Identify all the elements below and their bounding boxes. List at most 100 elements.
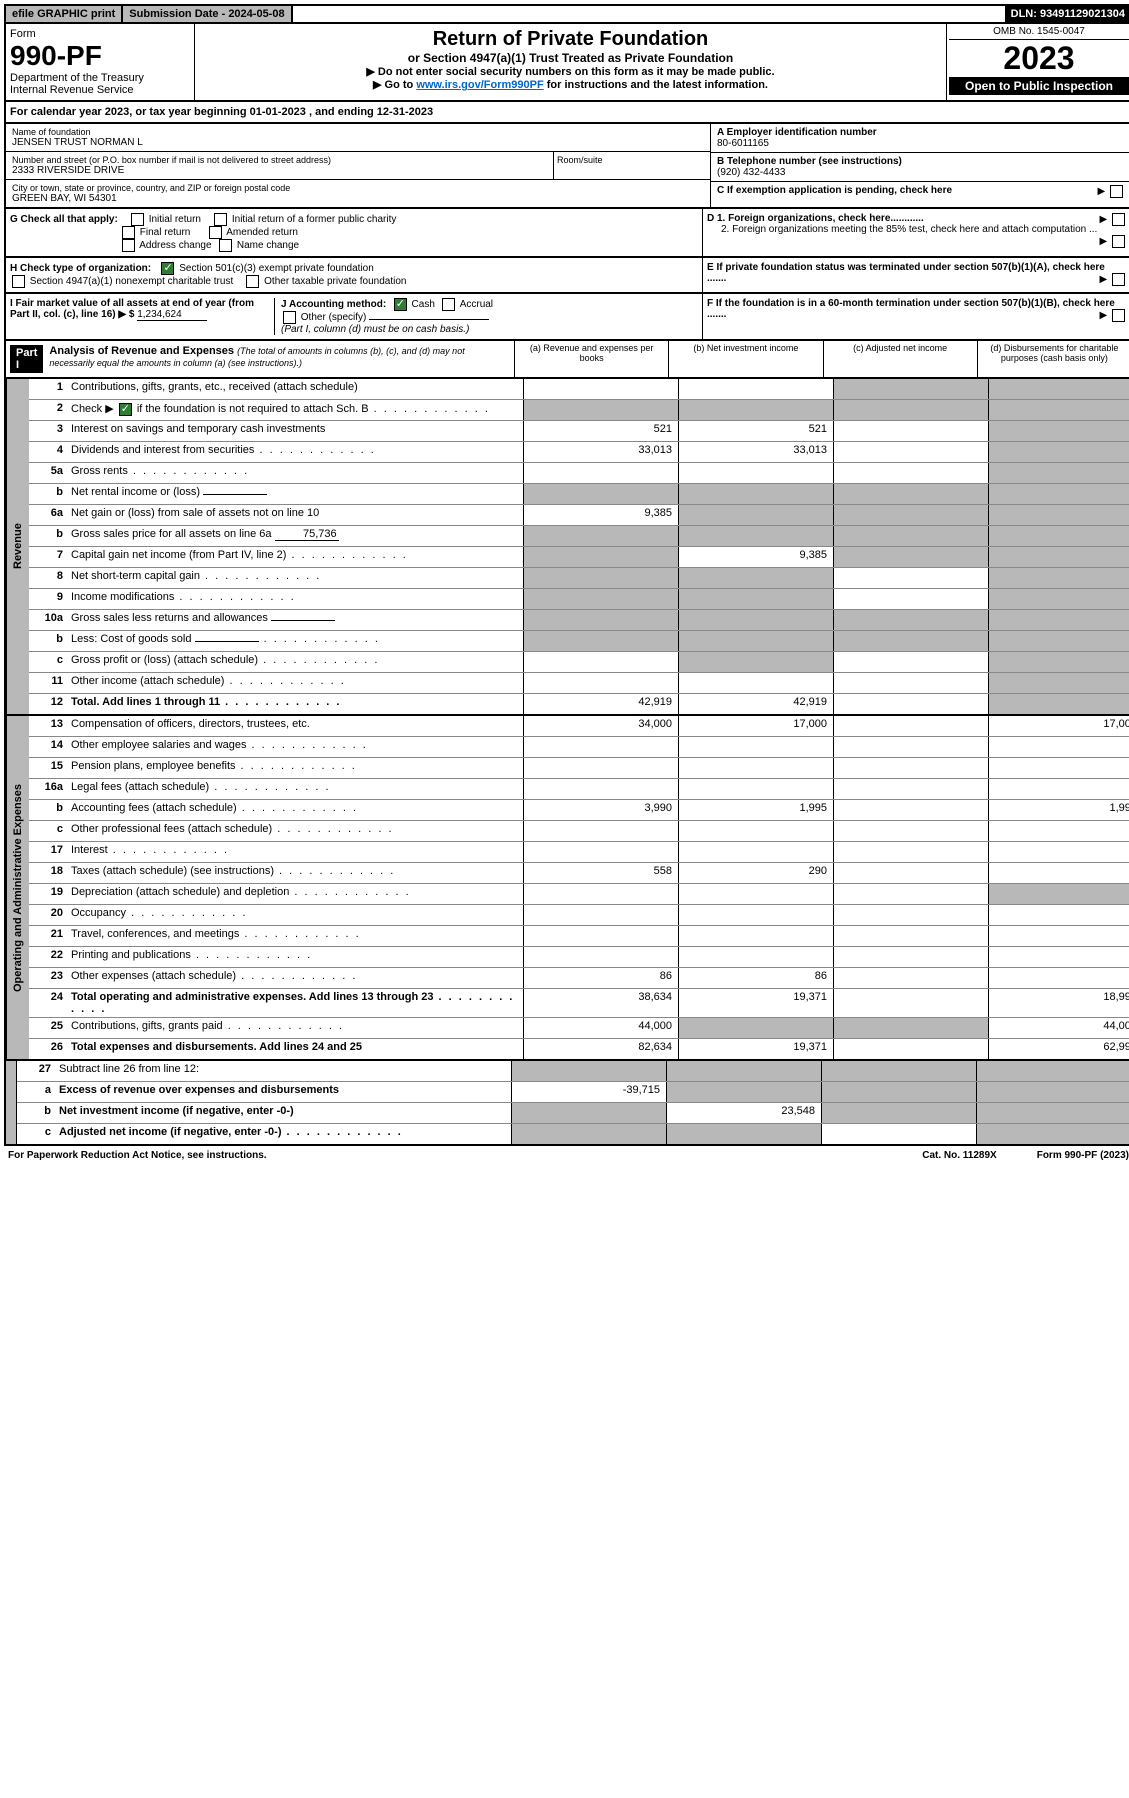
- h-other-cb[interactable]: [246, 275, 259, 288]
- d1-cb[interactable]: [1112, 213, 1125, 226]
- initial-former-cb[interactable]: [214, 213, 227, 226]
- table-cell: [523, 905, 678, 925]
- arrow-icon: ▶: [1100, 310, 1108, 321]
- form-subtitle1: or Section 4947(a)(1) Trust Treated as P…: [199, 51, 942, 65]
- form-header: Form 990-PF Department of the Treasury I…: [4, 24, 1129, 102]
- j-other: Other (specify): [301, 312, 367, 323]
- c-cell: C If exemption application is pending, c…: [711, 182, 1129, 199]
- table-cell: [988, 779, 1129, 799]
- table-cell: [678, 673, 833, 693]
- row-num: b: [29, 484, 67, 504]
- table-cell: [988, 884, 1129, 904]
- table-row: 18Taxes (attach schedule) (see instructi…: [29, 863, 1129, 884]
- row-num: 25: [29, 1018, 67, 1038]
- table-cell: [833, 652, 988, 672]
- j-accrual-cb[interactable]: [442, 298, 455, 311]
- e-cb[interactable]: [1112, 273, 1125, 286]
- row-num: 10a: [29, 610, 67, 630]
- h-4947-cb[interactable]: [12, 275, 25, 288]
- inline-value: 75,736: [275, 528, 339, 541]
- part1-title: Analysis of Revenue and Expenses: [49, 345, 234, 357]
- table-cell: 521: [523, 421, 678, 441]
- table-cell: [678, 505, 833, 525]
- j-cash-cb[interactable]: [394, 298, 407, 311]
- row-desc: Excess of revenue over expenses and disb…: [55, 1082, 511, 1102]
- d2-cb[interactable]: [1112, 235, 1125, 248]
- i-section: I Fair market value of all assets at end…: [10, 298, 275, 335]
- sch-b-cb[interactable]: [119, 403, 132, 416]
- row-desc: Total. Add lines 1 through 11: [67, 694, 523, 714]
- topbar: efile GRAPHIC print Submission Date - 20…: [4, 4, 1129, 24]
- row-desc: Contributions, gifts, grants, etc., rece…: [67, 379, 523, 399]
- table-cell: [833, 463, 988, 483]
- f-cb[interactable]: [1112, 309, 1125, 322]
- table-cell: [833, 842, 988, 862]
- name-change-cb[interactable]: [219, 239, 232, 252]
- row-desc: Other employee salaries and wages: [67, 737, 523, 757]
- name-change: Name change: [237, 240, 299, 251]
- h-501c3-cb[interactable]: [161, 262, 174, 275]
- table-cell: 42,919: [678, 694, 833, 714]
- table-cell: [678, 926, 833, 946]
- form-subtitle3: ▶ Go to www.irs.gov/Form990PF for instru…: [199, 78, 942, 91]
- table-cell: [988, 568, 1129, 588]
- table-cell: [976, 1103, 1129, 1123]
- table-row: bLess: Cost of goods sold: [29, 631, 1129, 652]
- table-cell: 18,995: [988, 989, 1129, 1017]
- inline-value: [195, 641, 259, 642]
- address-change-cb[interactable]: [122, 239, 135, 252]
- table-cell: [523, 842, 678, 862]
- table-cell: [833, 947, 988, 967]
- table-cell: 42,919: [523, 694, 678, 714]
- final-return-cb[interactable]: [122, 226, 135, 239]
- table-row: 6aNet gain or (loss) from sale of assets…: [29, 505, 1129, 526]
- g-label: G Check all that apply:: [10, 214, 118, 225]
- table-row: 4Dividends and interest from securities3…: [29, 442, 1129, 463]
- j-other-cb[interactable]: [283, 311, 296, 324]
- irs-link[interactable]: www.irs.gov/Form990PF: [416, 79, 543, 91]
- g-section: G Check all that apply: Initial return I…: [6, 209, 702, 256]
- row-num: 4: [29, 442, 67, 462]
- table-cell: [523, 737, 678, 757]
- table-cell: 86: [523, 968, 678, 988]
- bottom-rows: 27Subtract line 26 from line 12:aExcess …: [17, 1061, 1129, 1144]
- form-subtitle2: ▶ Do not enter social security numbers o…: [199, 65, 942, 78]
- table-cell: [833, 484, 988, 504]
- d1-label: D 1. Foreign organizations, check here..…: [707, 213, 924, 224]
- table-row: 19Depreciation (attach schedule) and dep…: [29, 884, 1129, 905]
- table-cell: [833, 421, 988, 441]
- dept-treasury: Department of the Treasury: [10, 72, 190, 84]
- j-section: J Accounting method: Cash Accrual Other …: [275, 298, 698, 335]
- table-row: cOther professional fees (attach schedul…: [29, 821, 1129, 842]
- table-row: 13Compensation of officers, directors, t…: [29, 716, 1129, 737]
- checks-row-g: G Check all that apply: Initial return I…: [4, 209, 1129, 258]
- efile-print[interactable]: efile GRAPHIC print: [6, 6, 123, 22]
- table-cell: [678, 526, 833, 546]
- row-num: c: [17, 1124, 55, 1144]
- table-cell: [523, 779, 678, 799]
- row-desc: Subtract line 26 from line 12:: [55, 1061, 511, 1081]
- table-row: cAdjusted net income (if negative, enter…: [17, 1124, 1129, 1144]
- table-cell: [988, 463, 1129, 483]
- row-num: 14: [29, 737, 67, 757]
- table-cell: [678, 842, 833, 862]
- table-cell: [833, 905, 988, 925]
- table-cell: [988, 652, 1129, 672]
- table-cell: 290: [678, 863, 833, 883]
- row-desc: Net rental income or (loss): [67, 484, 523, 504]
- table-row: 2Check ▶ if the foundation is not requir…: [29, 400, 1129, 421]
- table-cell: [833, 716, 988, 736]
- table-row: 23Other expenses (attach schedule)86860: [29, 968, 1129, 989]
- initial-return-cb[interactable]: [131, 213, 144, 226]
- table-cell: 44,000: [988, 1018, 1129, 1038]
- phone-cell: B Telephone number (see instructions) (9…: [711, 153, 1129, 182]
- table-cell: [833, 526, 988, 546]
- amended-cb[interactable]: [209, 226, 222, 239]
- table-cell: [678, 947, 833, 967]
- i-value: 1,234,624: [137, 309, 207, 321]
- part1-header: Part I Analysis of Revenue and Expenses …: [4, 341, 1129, 379]
- j-other-input[interactable]: [369, 319, 489, 320]
- table-cell: [976, 1082, 1129, 1102]
- c-checkbox[interactable]: [1110, 185, 1123, 198]
- table-cell: [523, 589, 678, 609]
